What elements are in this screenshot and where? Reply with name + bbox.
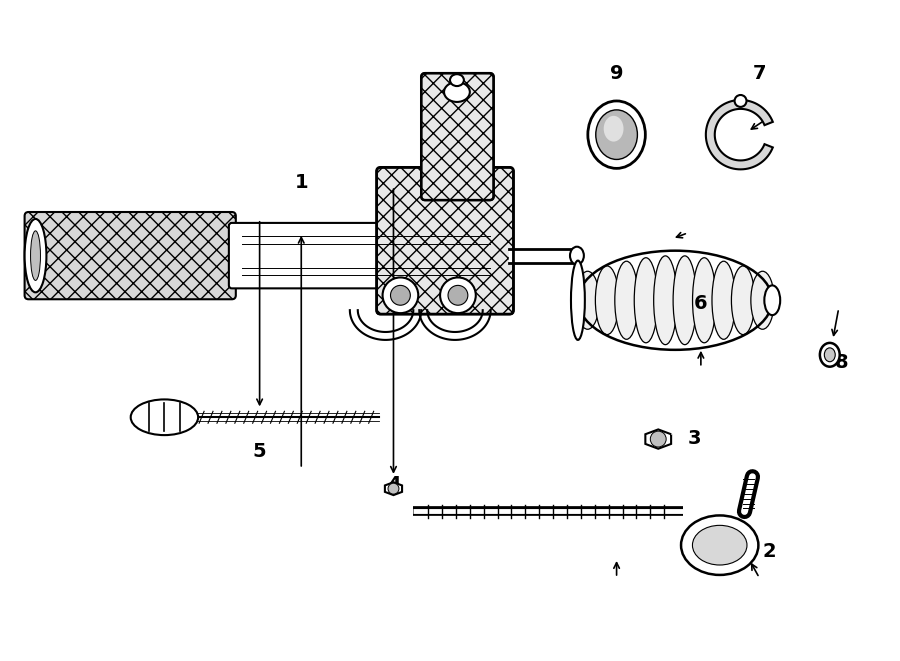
Ellipse shape <box>596 266 619 334</box>
Ellipse shape <box>692 525 747 565</box>
Text: 1: 1 <box>294 173 308 192</box>
Polygon shape <box>706 100 773 169</box>
Ellipse shape <box>588 101 645 169</box>
Circle shape <box>448 286 468 305</box>
Circle shape <box>440 278 476 313</box>
Ellipse shape <box>615 261 638 339</box>
Circle shape <box>734 95 746 107</box>
Text: 8: 8 <box>835 353 849 372</box>
Circle shape <box>391 286 410 305</box>
Ellipse shape <box>444 82 470 102</box>
Ellipse shape <box>450 74 464 86</box>
Ellipse shape <box>824 348 835 362</box>
Ellipse shape <box>681 516 759 575</box>
Ellipse shape <box>820 343 840 367</box>
FancyBboxPatch shape <box>376 167 514 314</box>
Ellipse shape <box>712 261 735 339</box>
Text: 4: 4 <box>387 475 400 494</box>
Polygon shape <box>385 483 402 495</box>
Text: 5: 5 <box>253 442 266 461</box>
Circle shape <box>382 278 418 313</box>
Ellipse shape <box>24 219 47 292</box>
Text: 7: 7 <box>752 63 766 83</box>
Ellipse shape <box>764 286 780 315</box>
Ellipse shape <box>571 260 585 340</box>
Text: 3: 3 <box>688 428 702 447</box>
Polygon shape <box>645 430 671 449</box>
Ellipse shape <box>673 256 697 344</box>
Circle shape <box>388 483 399 494</box>
Ellipse shape <box>576 271 599 329</box>
Ellipse shape <box>596 110 637 159</box>
Ellipse shape <box>751 271 774 329</box>
FancyBboxPatch shape <box>24 212 236 299</box>
Ellipse shape <box>692 258 716 343</box>
Text: 2: 2 <box>762 541 776 561</box>
FancyBboxPatch shape <box>229 223 502 288</box>
Text: 6: 6 <box>694 293 707 313</box>
Ellipse shape <box>31 231 40 280</box>
Ellipse shape <box>130 399 198 435</box>
Ellipse shape <box>634 258 658 343</box>
Ellipse shape <box>570 247 584 264</box>
Ellipse shape <box>604 116 624 141</box>
Ellipse shape <box>653 256 677 344</box>
Ellipse shape <box>732 266 755 334</box>
Text: 9: 9 <box>610 63 624 83</box>
FancyBboxPatch shape <box>421 73 493 200</box>
Circle shape <box>651 431 666 447</box>
